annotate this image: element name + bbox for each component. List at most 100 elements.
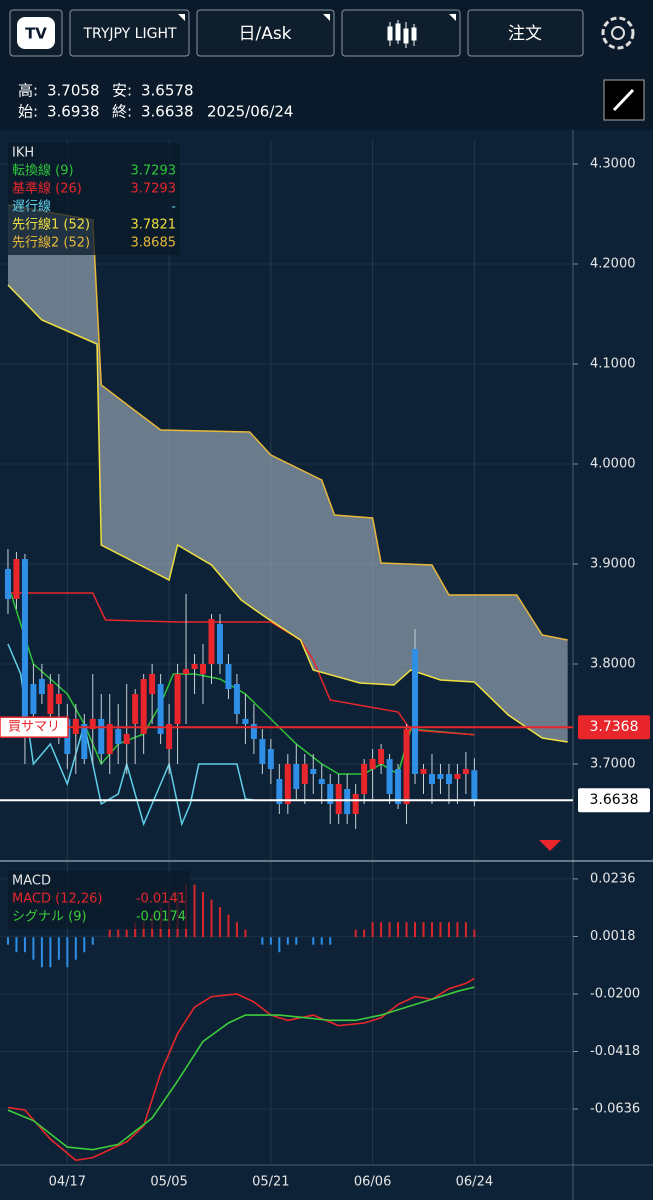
- candle-body: [471, 770, 478, 801]
- price-tag: [578, 788, 650, 813]
- candle-body: [191, 664, 198, 669]
- candle-body: [378, 749, 385, 764]
- histogram-bar: [286, 937, 289, 945]
- candle-body: [89, 719, 96, 729]
- candle-body: [55, 694, 62, 704]
- alert-marker: [539, 840, 561, 851]
- candle-body: [216, 624, 223, 664]
- indicator-line: [7, 204, 568, 641]
- symbol-frame: [69, 9, 190, 57]
- legend-name: MACD (12,26): [12, 892, 102, 907]
- price-tag: [578, 715, 650, 740]
- price-type-button[interactable]: 日/Ask: [196, 9, 335, 57]
- candle-body: [38, 679, 45, 694]
- histogram-bar: [23, 937, 26, 953]
- histogram-bar: [269, 937, 272, 945]
- order-button[interactable]: 注文: [467, 9, 584, 57]
- y-tick-label: 3.8000: [590, 657, 636, 672]
- legend-value: -0.0174: [136, 910, 186, 925]
- histogram-bar: [473, 929, 476, 938]
- candle-body: [30, 684, 37, 714]
- x-tick-label: 06/06: [354, 1175, 391, 1190]
- y-tick-label: -0.0418: [590, 1044, 640, 1059]
- chart-style-button[interactable]: [341, 9, 461, 57]
- settings-button[interactable]: [601, 16, 635, 50]
- pencil-icon: [612, 88, 635, 112]
- histogram-bar: [235, 922, 238, 938]
- legend-value: 3.7293: [131, 164, 177, 179]
- symbol-button[interactable]: TRYJPY LIGHT: [69, 9, 190, 57]
- legend-title: MACD: [12, 874, 51, 889]
- histogram-bar: [91, 937, 94, 945]
- order-text: 注文: [508, 24, 542, 44]
- draw-button[interactable]: [603, 79, 645, 121]
- candle-body: [106, 724, 113, 754]
- macd-line: [7, 986, 475, 1151]
- histogram-bar: [405, 922, 408, 938]
- candle-body: [403, 729, 410, 804]
- corner-mark: [449, 14, 456, 21]
- candle-body: [242, 719, 249, 724]
- candle-body: [395, 769, 402, 804]
- histogram-bar: [261, 937, 264, 945]
- histogram-bar: [312, 937, 315, 945]
- candle-body: [445, 774, 452, 784]
- legend-name: シグナル (9): [12, 910, 87, 925]
- histogram-bar: [202, 892, 205, 938]
- candle-body: [225, 664, 232, 689]
- candle-body: [327, 784, 334, 804]
- logo-button[interactable]: TV: [9, 9, 63, 57]
- x-tick-label: 05/05: [150, 1175, 187, 1190]
- legend-box: [8, 143, 180, 255]
- candle-body: [208, 619, 215, 664]
- histogram-bar: [244, 929, 247, 938]
- corner-mark: [323, 14, 330, 21]
- histogram-bar: [142, 922, 145, 938]
- candle-body: [140, 679, 147, 734]
- y-tick-label: 3.9000: [590, 557, 636, 572]
- candle-body: [149, 674, 156, 694]
- price-type-frame: [196, 9, 335, 57]
- macd-line: [7, 977, 475, 1162]
- candle-body: [293, 764, 300, 789]
- legend-box: [8, 871, 190, 929]
- histogram-bar: [210, 899, 213, 938]
- histogram-bar: [464, 922, 467, 938]
- histogram-bar: [6, 937, 9, 945]
- histogram-bar: [49, 937, 52, 968]
- legend-value: 3.8685: [131, 236, 177, 251]
- symbol-text: TRYJPY LIGHT: [82, 26, 177, 42]
- y-tick-label: 0.0236: [590, 871, 636, 886]
- histogram-bar: [422, 922, 425, 938]
- candle-body: [250, 724, 257, 739]
- price-type-text: 日/Ask: [238, 24, 291, 44]
- info-label: 安:: [112, 82, 132, 100]
- candle-body: [428, 774, 435, 784]
- candle-body: [420, 769, 427, 774]
- x-tick-label: 06/24: [456, 1175, 493, 1190]
- legend-value: -0.0141: [136, 892, 186, 907]
- legend-name: 基準線 (26): [12, 181, 82, 197]
- charts: 3.7000 3.8000 3.9000 4.0000 4.1000 4.2000 4.30…: [0, 130, 653, 1200]
- candle-body: [310, 769, 317, 774]
- legend-value: 3.7293: [131, 182, 177, 197]
- info-value: 3.6578: [141, 82, 194, 100]
- candle-body: [115, 729, 122, 744]
- candle-body: [157, 684, 164, 734]
- price-tag-text: 3.6638: [590, 792, 639, 808]
- legend-value: 3.7821: [131, 218, 177, 233]
- histogram-bar: [329, 937, 332, 945]
- histogram-bar: [15, 937, 18, 953]
- histogram-bar: [218, 907, 221, 938]
- histogram-bar: [447, 922, 450, 938]
- gear-outer: [601, 16, 635, 50]
- info-label: 始:: [18, 103, 38, 121]
- info-block: 高: 3.7058 安: 3.6578 始: 3.6938 終: 3.6638 …: [18, 82, 293, 121]
- info-value: 3.6638: [141, 103, 194, 121]
- histogram-bar: [295, 937, 298, 945]
- y-tick-label: 4.0000: [590, 457, 636, 472]
- logo-glyph: TV: [25, 25, 47, 43]
- histogram-bar: [456, 922, 459, 938]
- y-tick-label: -0.0200: [590, 986, 640, 1001]
- candle-body: [361, 764, 368, 794]
